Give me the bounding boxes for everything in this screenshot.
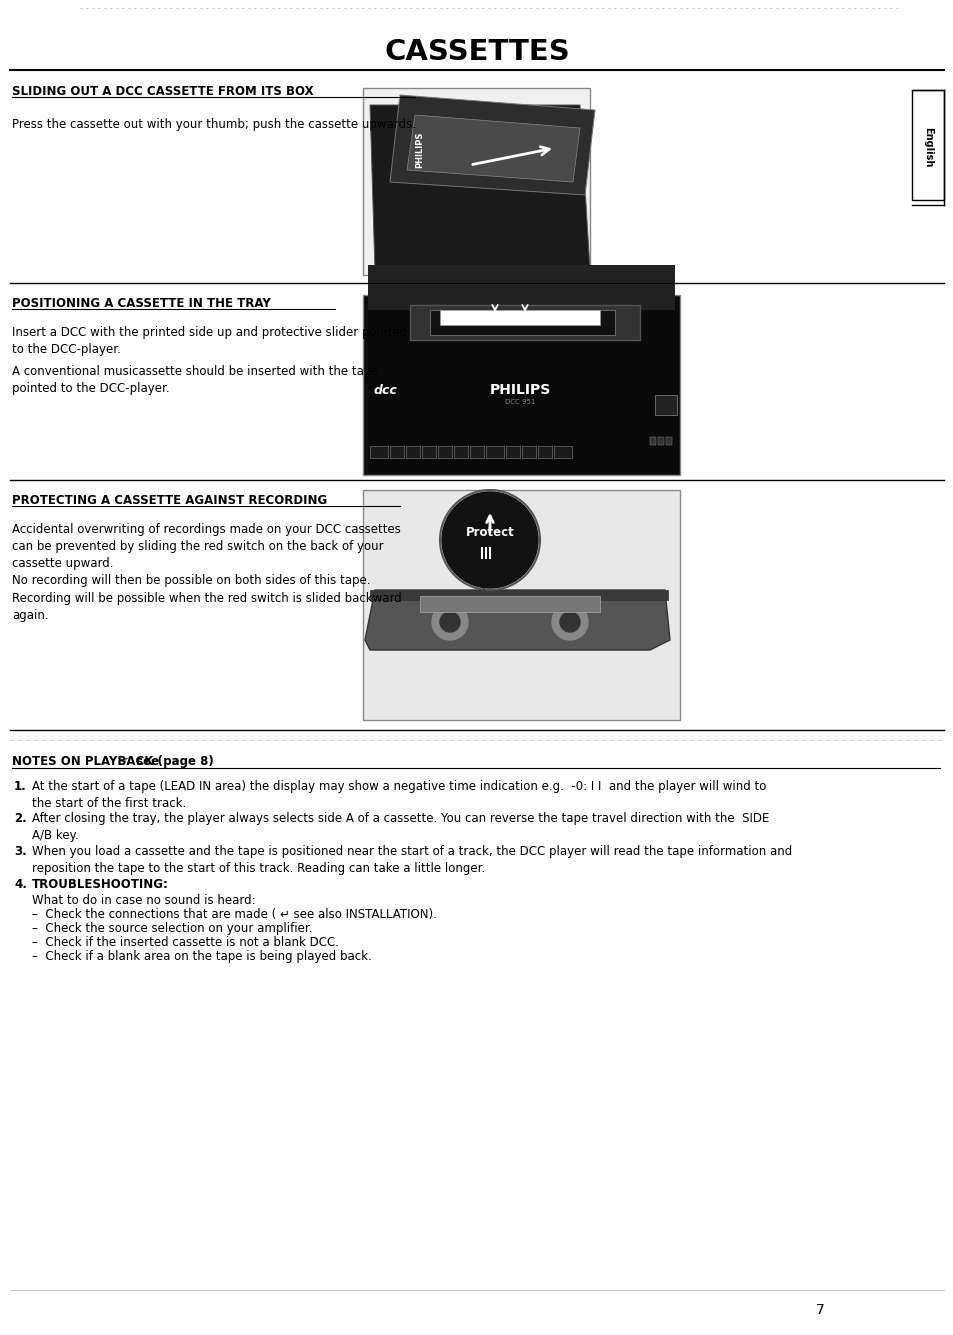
Circle shape — [559, 611, 579, 631]
Bar — [505, 446, 519, 458]
Text: 4.: 4. — [14, 878, 27, 890]
Text: PHILIPS: PHILIPS — [416, 132, 424, 168]
Bar — [454, 446, 468, 458]
Text: NOTES ON PLAYBACK (: NOTES ON PLAYBACK ( — [12, 756, 167, 768]
Text: Protect: Protect — [465, 526, 514, 539]
Text: 3.: 3. — [14, 845, 27, 858]
Bar — [665, 437, 671, 445]
Text: CASSETTES: CASSETTES — [384, 37, 569, 65]
Text: POSITIONING A CASSETTE IN THE TRAY: POSITIONING A CASSETTE IN THE TRAY — [12, 296, 271, 310]
Text: DCC 951: DCC 951 — [504, 399, 535, 405]
Text: 7: 7 — [815, 1303, 823, 1318]
Polygon shape — [370, 590, 667, 599]
Text: –  Check the source selection on your amplifier.: – Check the source selection on your amp… — [32, 922, 313, 934]
Bar — [537, 446, 552, 458]
Bar — [406, 446, 419, 458]
Text: dcc: dcc — [373, 383, 396, 396]
Bar — [658, 437, 663, 445]
Bar — [430, 310, 615, 335]
Polygon shape — [370, 105, 589, 272]
Text: Recording will be possible when the red switch is slided backward
again.: Recording will be possible when the red … — [12, 591, 401, 622]
Text: SLIDING OUT A DCC CASSETTE FROM ITS BOX: SLIDING OUT A DCC CASSETTE FROM ITS BOX — [12, 85, 314, 97]
Text: –  Check the connections that are made ( ↵ see also INSTALLATION).: – Check the connections that are made ( … — [32, 908, 436, 921]
Polygon shape — [365, 590, 669, 650]
Circle shape — [432, 603, 468, 639]
Text: –  Check if a blank area on the tape is being played back.: – Check if a blank area on the tape is b… — [32, 951, 372, 963]
Polygon shape — [390, 95, 595, 195]
Text: When you load a cassette and the tape is positioned near the start of a track, t: When you load a cassette and the tape is… — [32, 845, 791, 874]
Bar — [390, 446, 403, 458]
Circle shape — [552, 603, 587, 639]
Bar — [363, 490, 679, 720]
Text: 1.: 1. — [14, 780, 27, 793]
Bar — [485, 446, 503, 458]
Bar — [554, 446, 572, 458]
Bar — [421, 446, 436, 458]
Bar — [655, 395, 677, 415]
Text: Press the cassette out with your thumb; push the cassette upwards.: Press the cassette out with your thumb; … — [12, 117, 416, 131]
Text: PHILIPS: PHILIPS — [489, 383, 550, 396]
Bar — [437, 446, 452, 458]
Text: English: English — [923, 127, 932, 167]
Bar — [363, 88, 589, 275]
Text: see page 8): see page 8) — [132, 756, 213, 768]
Bar — [911, 89, 943, 200]
Bar — [410, 304, 639, 340]
Bar — [419, 595, 599, 611]
Text: A conventional musicassette should be inserted with the tape
pointed to the DCC-: A conventional musicassette should be in… — [12, 364, 378, 395]
Circle shape — [439, 611, 459, 631]
Text: After closing the tray, the player always selects side A of a cassette. You can : After closing the tray, the player alway… — [32, 812, 768, 842]
Text: TROUBLESHOOTING:: TROUBLESHOOTING: — [32, 878, 169, 890]
Bar — [470, 446, 483, 458]
Text: Insert a DCC with the printed side up and protective slider pointed
to the DCC-p: Insert a DCC with the printed side up an… — [12, 326, 407, 356]
Text: ☞: ☞ — [120, 756, 130, 765]
Bar — [370, 446, 388, 458]
Bar — [368, 266, 675, 310]
Circle shape — [441, 493, 537, 587]
Text: 2.: 2. — [14, 812, 27, 825]
Text: Accidental overwriting of recordings made on your DCC cassettes
can be prevented: Accidental overwriting of recordings mad… — [12, 523, 400, 587]
Bar — [521, 446, 536, 458]
Text: What to do in case no sound is heard:: What to do in case no sound is heard: — [32, 894, 255, 906]
Text: At the start of a tape (LEAD IN area) the display may show a negative time indic: At the start of a tape (LEAD IN area) th… — [32, 780, 765, 810]
Bar — [649, 437, 656, 445]
Bar — [363, 295, 679, 475]
Text: –  Check if the inserted cassette is not a blank DCC.: – Check if the inserted cassette is not … — [32, 936, 338, 949]
Bar — [439, 310, 599, 324]
Text: PROTECTING A CASSETTE AGAINST RECORDING: PROTECTING A CASSETTE AGAINST RECORDING — [12, 494, 327, 507]
Polygon shape — [407, 115, 579, 182]
